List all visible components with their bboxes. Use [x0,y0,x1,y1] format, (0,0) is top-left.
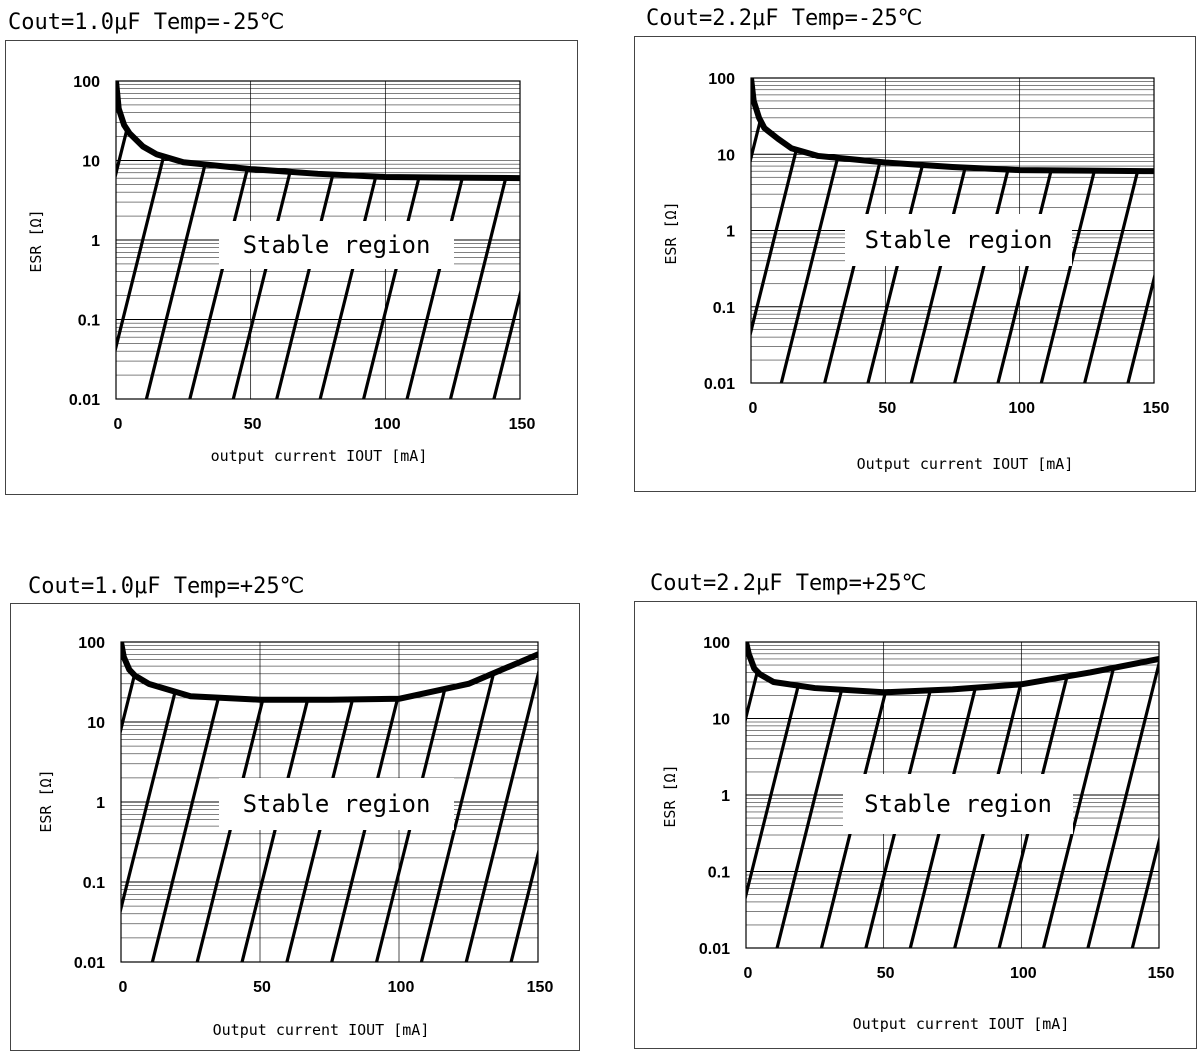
chart-3-title: Cout=1.0μF Temp=+25℃ [28,574,305,599]
y-axis-label: ESR [Ω] [662,201,680,264]
y-tick-label: 0.1 [83,875,105,892]
hatch-line [1177,642,1197,948]
unstable-region-fill [751,78,1154,172]
chart-4-panel: Stable region 100 10 1 0.1 0.01 0 50 100 150 Outpu… [634,601,1197,1049]
y-tick-label: 0.1 [78,313,100,330]
y-tick-label: 10 [717,147,735,164]
hatch-line [751,78,773,165]
chart-3-svg: Stable region 100 10 1 0.1 0.01 0 50 100 150 Outpu… [18,635,554,1039]
y-tick-label: 0.01 [699,941,730,958]
x-tick-label: 150 [527,979,554,996]
hatch-line [1126,272,1154,383]
x-axis-label: output current IOUT [mA] [211,447,428,465]
esr-boundary-line [751,78,1154,175]
x-tick-label: 150 [1143,400,1170,417]
chart-4-title: Cout=2.2μF Temp=+25℃ [650,571,927,596]
region-label-box [845,214,1072,266]
x-tick-label: 150 [1148,965,1175,982]
chart-3-panel: Stable region 100 10 1 0.1 0.01 0 50 100 150 Outpu… [10,603,580,1051]
hatch-line [121,642,190,915]
hatch-line [1041,642,1122,948]
hatch-line [464,668,538,962]
chart-1-svg: Stable region 100 10 1 0.1 0.01 0 50 100 150 outpu… [27,74,536,465]
region-label-box [843,774,1073,834]
x-tick-label: 0 [119,979,128,996]
x-tick-label: 150 [509,416,536,433]
x-tick-label: 50 [877,965,895,982]
plot-frame [120,641,539,963]
chart-2-svg: Stable region 100 10 1 0.1 0.01 0 50 100 150 Outpu… [662,71,1197,473]
hatch-line [492,288,520,399]
unstable-region-fill [116,81,520,179]
hatch-line [509,847,538,962]
hatch-line [746,642,767,724]
unstable-region [116,81,520,179]
hatch-line [121,642,145,736]
y-tick-label: 100 [708,71,735,88]
unstable-gridlines [116,81,520,179]
x-tick-label: 0 [114,416,123,433]
y-tick-label: 0.01 [69,392,100,409]
x-tick-label: 100 [388,979,415,996]
y-tick-label: 1 [91,233,100,250]
hatch-line [419,642,503,962]
x-tick-label: 100 [374,416,401,433]
y-axis-label: ESR [Ω] [37,769,55,832]
x-tick-label: 100 [1010,965,1037,982]
x-tick-label: 50 [878,400,896,417]
esr-boundary-line [121,642,538,703]
chart-1-title: Cout=1.0μF Temp=-25℃ [8,10,285,35]
y-tick-label: 0.01 [704,376,735,393]
x-axis-label: Output current IOUT [mA] [213,1021,430,1039]
y-tick-label: 100 [703,635,730,652]
hatch-line [556,642,636,962]
y-tick-label: 10 [87,715,105,732]
y-tick-label: 100 [73,74,100,91]
x-tick-label: 0 [744,965,753,982]
chart-1-panel: Stable region 100 10 1 0.1 0.01 0 50 100 150 outpu… [5,40,578,495]
hatch-line [775,642,856,948]
x-tick-label: 0 [749,400,758,417]
plot-frame [750,77,1155,384]
plot-frame [745,641,1160,949]
y-tick-label: 0.1 [708,865,730,882]
region-label-box [219,778,454,830]
y-tick-label: 100 [78,635,105,652]
y-axis-label: ESR [Ω] [27,209,45,272]
y-tick-label: 1 [96,795,105,812]
region-label: Stable region [243,231,431,259]
y-tick-label: 1 [726,224,735,241]
plot-frame [115,80,521,400]
esr-boundary-line [746,642,1159,696]
hatch-line [116,81,141,180]
x-tick-label: 50 [244,416,262,433]
region-label: Stable region [865,226,1053,254]
hatch-line [18,642,98,962]
chart-2-panel: Stable region 100 10 1 0.1 0.01 0 50 100 150 Outpu… [634,36,1196,492]
hatch-line [1086,657,1159,948]
y-tick-label: 0.01 [74,955,105,972]
hatch-line [746,642,811,902]
x-tick-label: 100 [1008,400,1035,417]
chart-2-title: Cout=2.2μF Temp=-25℃ [646,6,923,31]
chart-4-svg: Stable region 100 10 1 0.1 0.01 0 50 100 150 Outpu… [644,635,1197,1033]
unstable-region-fill [121,642,538,700]
region-label-box [219,221,454,269]
esr-boundary-line [116,81,520,182]
unstable-region-fill [746,642,1159,693]
x-axis-label: Output current IOUT [mA] [857,455,1074,473]
x-tick-label: 50 [253,979,271,996]
hatch-line [1171,78,1197,383]
y-tick-label: 10 [712,712,730,729]
region-label: Stable region [243,790,431,818]
x-axis-label: Output current IOUT [mA] [853,1015,1070,1033]
hatch-line [1130,834,1159,948]
y-tick-label: 10 [82,154,100,171]
y-tick-label: 1 [721,788,730,805]
y-tick-label: 0.1 [713,300,735,317]
region-label: Stable region [864,790,1052,818]
hatch-line [644,642,721,948]
hatch-line [537,81,617,399]
y-axis-label: ESR [Ω] [661,764,679,827]
